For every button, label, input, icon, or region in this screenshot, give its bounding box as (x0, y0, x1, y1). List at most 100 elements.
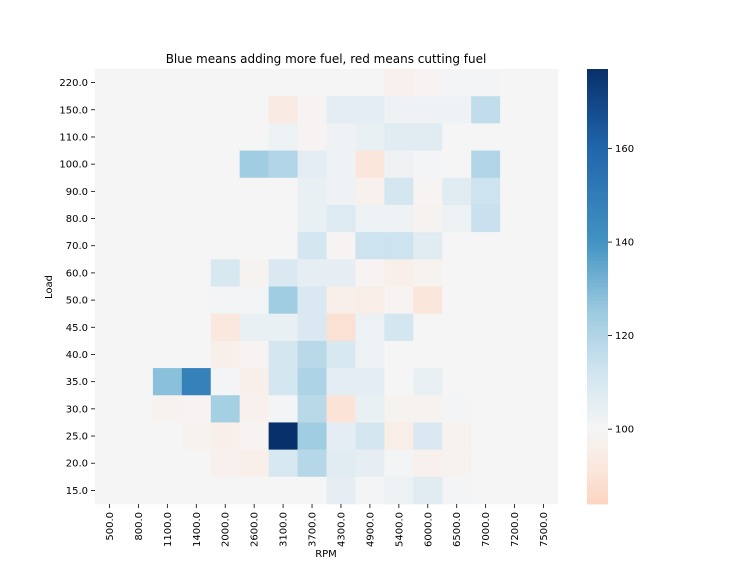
chart-title: Blue means adding more fuel, red means c… (166, 52, 487, 66)
colorbar-segment (587, 355, 608, 360)
y-tick-label: 35.0 (66, 377, 88, 388)
heatmap-cell (355, 313, 385, 342)
heatmap-cell (210, 449, 240, 478)
heatmap-cell (442, 449, 472, 478)
heatmap-cell (210, 96, 240, 124)
colorbar-segment (587, 380, 608, 385)
heatmap-cell (413, 395, 443, 423)
y-tick-label: 90.0 (66, 187, 88, 198)
colorbar-tick-label: 140 (615, 238, 634, 249)
heatmap-cell (239, 177, 269, 206)
colorbar-segment (587, 112, 608, 117)
x-axis-label: RPM (315, 549, 337, 560)
heatmap-cell (181, 449, 212, 478)
colorbar-segment (587, 435, 608, 440)
colorbar-segment (587, 475, 608, 480)
heatmap-cell (123, 313, 154, 342)
colorbar-segment (587, 409, 608, 414)
heatmap-cell (268, 313, 298, 342)
heatmap-cell (471, 69, 501, 97)
colorbar-segment (587, 496, 608, 501)
heatmap-cell (152, 313, 183, 342)
heatmap-cell (384, 69, 414, 97)
heatmap-cell (355, 123, 385, 151)
heatmap-cell (210, 123, 240, 151)
heatmap-cell (500, 232, 530, 260)
heatmap-cell (500, 340, 530, 369)
heatmap-cell (297, 422, 327, 450)
colorbar-segment (587, 166, 608, 171)
heatmap-cell (500, 150, 530, 179)
heatmap-cell (152, 96, 183, 124)
y-tick-label: 110.0 (59, 132, 88, 143)
colorbar-segment (587, 210, 608, 215)
heatmap-cell (326, 476, 356, 505)
heatmap-cell (181, 368, 212, 396)
heatmap-cell (326, 123, 356, 151)
colorbar-segment (587, 134, 608, 139)
heatmap-cell (297, 204, 327, 233)
heatmap-cell (413, 123, 443, 151)
colorbar-segment (587, 369, 608, 374)
colorbar-segment (587, 145, 608, 150)
heatmap-cell (384, 232, 414, 260)
heatmap-cell (297, 232, 327, 260)
colorbar-segment (587, 130, 608, 135)
heatmap-cell (95, 150, 125, 179)
colorbar-segment (587, 348, 608, 353)
colorbar-segment (587, 188, 608, 193)
heatmap-cell (413, 368, 443, 396)
heatmap-cell (123, 259, 154, 287)
y-tick-label: 30.0 (66, 404, 88, 415)
heatmap-cell (297, 123, 327, 151)
heatmap-cell (471, 449, 501, 478)
colorbar-segment (587, 322, 608, 327)
heatmap-cell (529, 96, 559, 124)
heatmap-cell (210, 340, 240, 369)
heatmap-cell (297, 150, 327, 179)
heatmap-cell (442, 340, 472, 369)
heatmap-cell (181, 286, 212, 314)
heatmap-cell (239, 286, 269, 314)
heatmap-cell (239, 123, 269, 151)
heatmap-cell (152, 286, 183, 314)
heatmap-cell (529, 340, 559, 369)
colorbar-segment (587, 116, 608, 121)
colorbar-segment (587, 485, 608, 490)
heatmap-cell (181, 259, 212, 287)
colorbar-segment (587, 319, 608, 324)
x-axis-ticks: 500.0 800.0 1100.0 1400.0 2000.0 2600.0 3100.0… (105, 504, 550, 547)
heatmap-cell (268, 123, 298, 151)
heatmap-cell (326, 395, 356, 423)
colorbar-segment (587, 388, 608, 393)
colorbar-segment (587, 181, 608, 186)
heatmap-cell (95, 340, 125, 369)
heatmap-cell (181, 340, 212, 369)
heatmap-cell (95, 286, 125, 314)
heatmap-cell (384, 177, 414, 206)
colorbar-segment (587, 442, 608, 447)
colorbar-segment (587, 69, 608, 74)
heatmap-cell (268, 232, 298, 260)
colorbar-segment (587, 297, 608, 302)
colorbar-segment (587, 489, 608, 494)
heatmap-cell (297, 96, 327, 124)
heatmap-cell (239, 69, 269, 97)
colorbar-segment (587, 79, 608, 84)
x-tick-label: 4300.0 (337, 512, 348, 547)
heatmap-cell (442, 123, 472, 151)
heatmap-cell (297, 476, 327, 505)
heatmap-cell (471, 232, 501, 260)
heatmap-cell (413, 150, 443, 179)
heatmap-cell (355, 69, 385, 97)
colorbar-segment (587, 261, 608, 266)
heatmap-cell (326, 232, 356, 260)
colorbar-segment (587, 344, 608, 349)
heatmap-cell (239, 422, 269, 450)
y-tick-label: 50.0 (66, 296, 88, 307)
heatmap-cell (529, 476, 559, 505)
heatmap-cell (239, 395, 269, 423)
heatmap-cell (326, 368, 356, 396)
colorbar-segment (587, 159, 608, 164)
heatmap-cell (384, 422, 414, 450)
